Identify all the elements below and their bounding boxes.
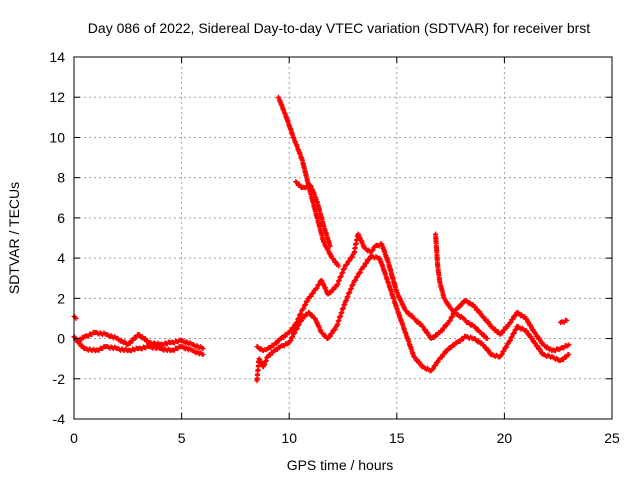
y-tick-label: 14	[49, 49, 65, 65]
trace-marker	[499, 351, 505, 357]
x-axis-label: GPS time / hours	[287, 457, 394, 473]
trace-marker	[430, 366, 436, 372]
data-point	[200, 352, 206, 358]
x-tick-label: 25	[604, 430, 620, 446]
trace-marker	[561, 356, 567, 362]
trace-marker	[442, 351, 448, 357]
data-point	[336, 263, 342, 269]
trace-marker	[449, 344, 455, 350]
trace-marker	[501, 348, 507, 354]
trace-marker	[130, 337, 136, 343]
plot-frame	[73, 56, 613, 420]
x-tick-label: 0	[70, 430, 78, 446]
trace-marker	[442, 325, 448, 331]
trace-marker	[329, 330, 335, 336]
data-point	[566, 352, 572, 358]
trace-marker	[349, 254, 355, 260]
y-tick-label: -4	[53, 411, 66, 427]
y-tick-label: 10	[49, 129, 65, 145]
data-point	[327, 243, 333, 249]
trace-marker	[302, 314, 308, 320]
trace-marker	[502, 327, 508, 333]
trace-marker	[499, 330, 505, 336]
x-tick-label: 10	[281, 430, 297, 446]
trace-marker	[364, 260, 370, 266]
points	[71, 94, 572, 384]
trace-marker	[435, 359, 441, 365]
trace-marker	[508, 320, 514, 326]
trace-marker	[308, 293, 314, 299]
y-axis-label: SDTVAR / TECUs	[6, 182, 22, 294]
data-point	[564, 317, 570, 323]
trace-marker	[457, 304, 463, 310]
y-tick-label: 12	[49, 89, 65, 105]
trace-marker	[327, 334, 333, 340]
y-tick-label: 4	[57, 250, 65, 266]
trace-marker	[353, 277, 359, 283]
trace-marker	[439, 328, 445, 334]
trace-marker	[289, 328, 295, 334]
trace-marker	[362, 263, 368, 269]
trace-marker	[504, 344, 510, 350]
y-tick-label: -2	[53, 371, 66, 387]
chart-title: Day 086 of 2022, Sidereal Day-to-day VTE…	[88, 20, 590, 36]
data-point	[566, 342, 572, 348]
trace-marker	[433, 362, 439, 368]
grid	[74, 57, 612, 419]
y-tick-label: 8	[57, 170, 65, 186]
y-tick-label: 0	[57, 331, 65, 347]
trace-marker	[314, 285, 320, 291]
trace-marker	[328, 290, 334, 296]
trace-marker	[457, 338, 463, 344]
y-tick-label: 6	[57, 210, 65, 226]
data-point	[523, 315, 529, 321]
ticks: 0 5 10 15 20 25 -4 -2 0 2 4 6 8 10 12 14	[49, 49, 620, 446]
trace-marker	[274, 340, 280, 346]
trace-marker	[510, 316, 516, 322]
x-tick-label: 15	[389, 430, 405, 446]
trace-marker	[127, 340, 133, 346]
data-point	[484, 336, 490, 342]
data-point	[200, 346, 206, 352]
trace-marker	[281, 334, 287, 340]
x-tick-label: 5	[178, 430, 186, 446]
trace-marker	[346, 258, 352, 264]
data-point	[441, 295, 447, 301]
trace-marker	[449, 314, 455, 320]
x-tick-label: 20	[497, 430, 513, 446]
trace-marker	[134, 334, 140, 340]
trace-marker	[431, 334, 437, 340]
y-tick-label: 2	[57, 290, 65, 306]
trace-marker	[291, 324, 297, 330]
trace-marker	[332, 327, 338, 333]
trace-marker	[367, 256, 373, 262]
trace-marker	[344, 261, 350, 267]
trace-marker	[331, 287, 337, 293]
trace-marker	[267, 352, 273, 358]
trace-marker	[513, 312, 519, 318]
trace-marker	[355, 273, 361, 279]
trace-marker	[310, 290, 316, 296]
trace-marker	[370, 247, 376, 253]
trace-marker	[357, 269, 363, 275]
trace-marker	[447, 317, 453, 323]
trace-marker	[439, 354, 445, 360]
trace-marker	[460, 301, 466, 307]
